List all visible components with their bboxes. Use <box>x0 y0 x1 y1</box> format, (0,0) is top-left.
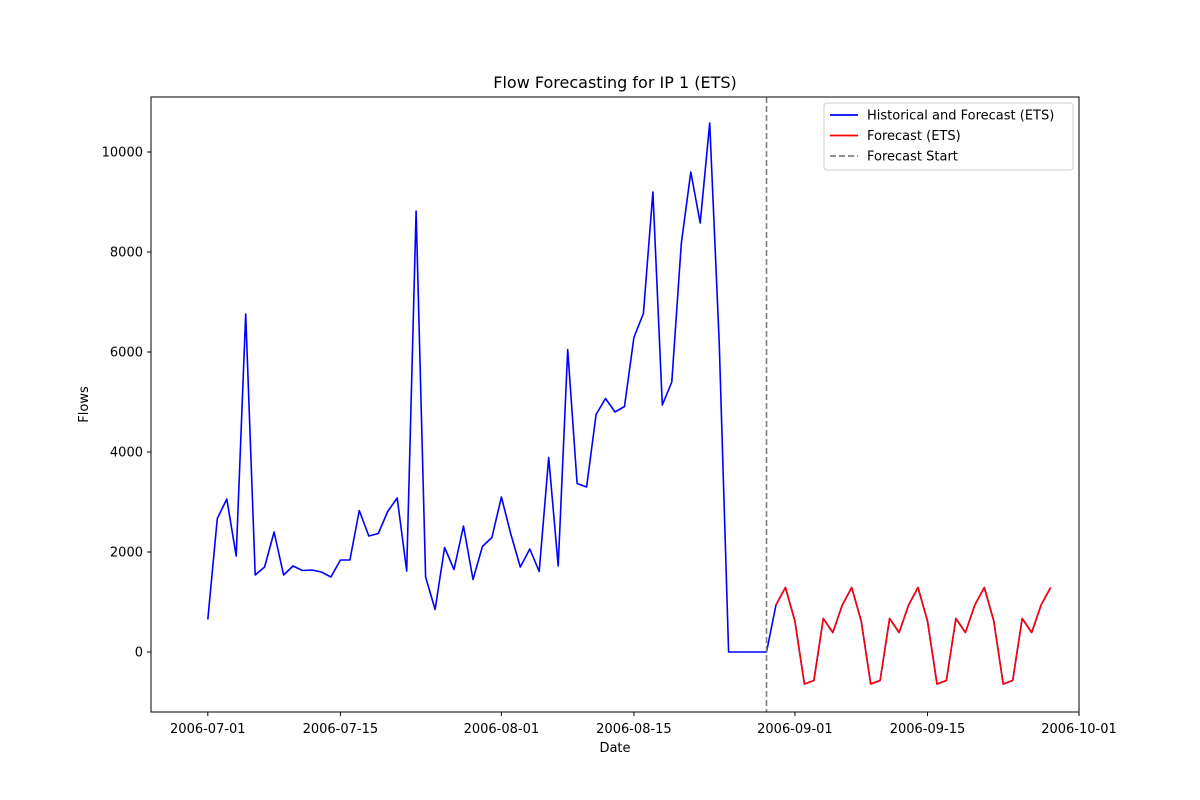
y-axis-label: Flows <box>77 386 92 423</box>
plot-frame <box>150 96 1080 713</box>
x-tick-label: 2006-09-15 <box>890 722 966 737</box>
x-axis-label: Date <box>599 741 630 756</box>
series-line-2 <box>775 586 1052 685</box>
legend-label: Historical and Forecast (ETS) <box>867 109 1054 124</box>
legend-label: Forecast Start <box>867 150 958 165</box>
legend: Historical and Forecast (ETS) Forecast (E… <box>823 102 1074 171</box>
x-axis-ticks: 2006-07-01 2006-07-15 2006-08-01 2006-08-15… <box>170 712 1117 737</box>
legend-label: Forecast (ETS) <box>867 129 961 144</box>
x-tick-label: 2006-08-01 <box>464 722 540 737</box>
y-tick-label: 10000 <box>102 146 143 161</box>
legend-box <box>823 102 1074 171</box>
y-tick-label: 0 <box>135 646 143 661</box>
x-tick-label: 2006-07-01 <box>170 722 246 737</box>
y-tick-label: 4000 <box>110 446 143 461</box>
x-tick-label: 2006-07-15 <box>303 722 379 737</box>
y-tick-label: 8000 <box>110 246 143 261</box>
series-layer <box>207 122 1052 685</box>
y-axis-ticks: 0 2000 4000 6000 8000 10000 <box>102 146 151 661</box>
y-tick-label: 6000 <box>110 346 143 361</box>
chart-title: Flow Forecasting for IP 1 (ETS) <box>493 73 736 92</box>
y-tick-label: 2000 <box>110 546 143 561</box>
x-tick-label: 2006-09-01 <box>757 722 833 737</box>
x-tick-label: 2006-10-01 <box>1041 722 1117 737</box>
x-tick-label: 2006-08-15 <box>596 722 672 737</box>
